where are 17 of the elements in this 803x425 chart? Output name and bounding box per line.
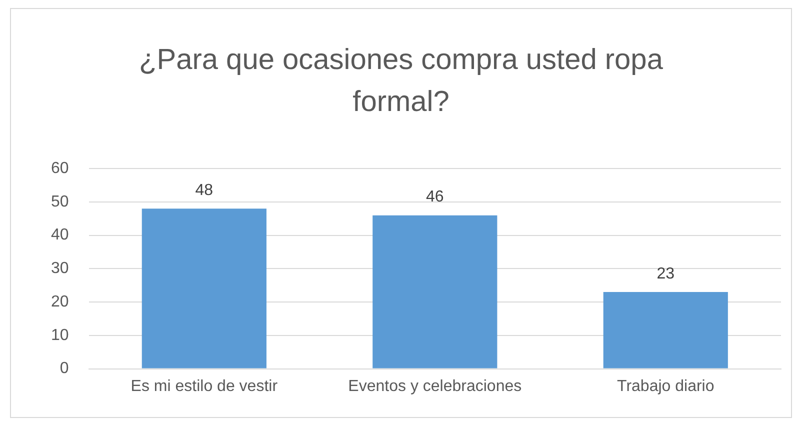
bar <box>372 215 498 368</box>
y-tick-label: 40 <box>51 226 69 244</box>
data-label: 46 <box>426 188 444 206</box>
y-tick-label: 50 <box>51 193 69 210</box>
y-tick-label: 0 <box>60 360 69 378</box>
x-tick-label: Eventos y celebraciones <box>348 378 522 395</box>
x-tick-label: Trabajo diario <box>617 378 714 395</box>
data-label: 48 <box>195 182 214 200</box>
x-tick-label: Es mi estilo de vestir <box>130 378 278 395</box>
y-tick-label: 60 <box>51 160 69 178</box>
bar <box>142 208 266 368</box>
y-tick-label: 30 <box>51 260 69 278</box>
y-tick-label: 20 <box>51 293 69 310</box>
chart-title: ¿Para que ocasiones compra usted ropa formal? <box>138 43 664 120</box>
bar <box>603 292 728 368</box>
y-tick-label: 10 <box>51 326 69 344</box>
data-label: 23 <box>656 265 675 282</box>
